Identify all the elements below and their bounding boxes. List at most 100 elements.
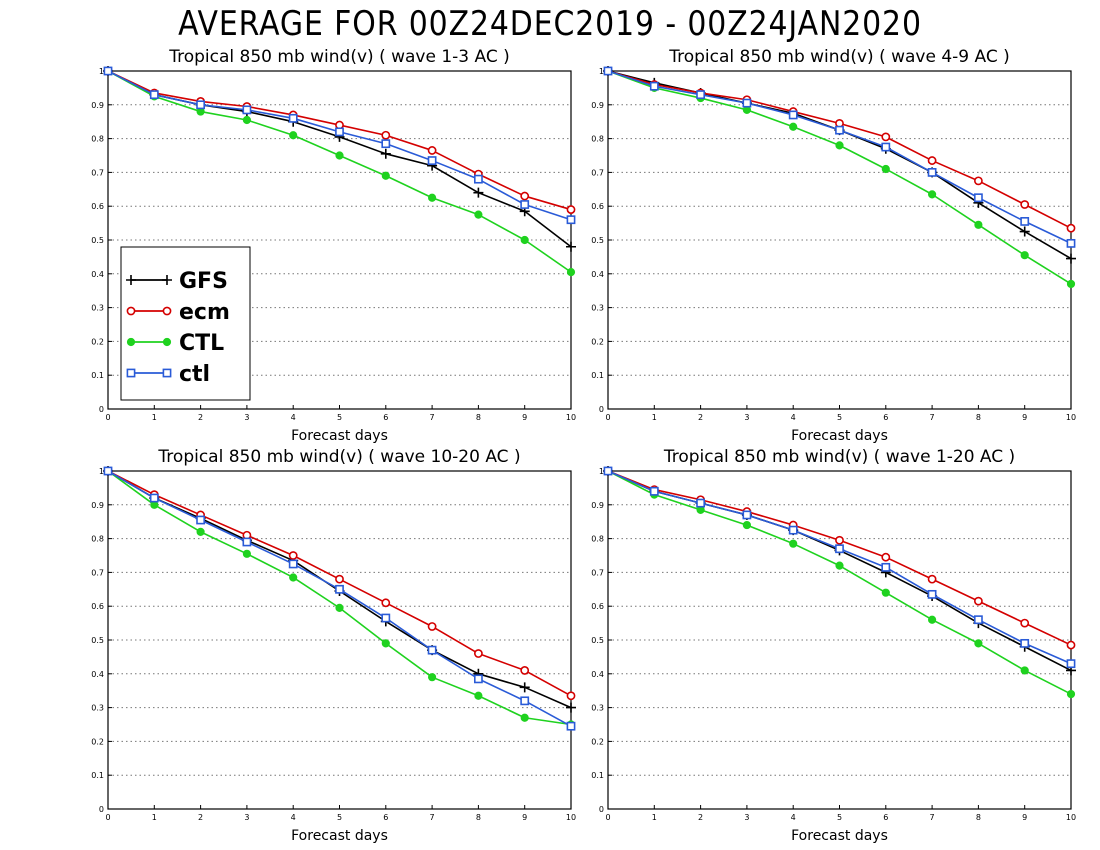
- marker-open-square: [520, 200, 530, 209]
- marker-filled-circle: [835, 141, 844, 150]
- x-tick-label: 10: [1066, 413, 1076, 422]
- marker-open-circle: [1020, 200, 1030, 209]
- x-tick-label: 3: [244, 813, 249, 822]
- marker-plus: [380, 148, 391, 159]
- y-tick-label: 0.7: [591, 168, 604, 177]
- y-tick-label: 0.4: [91, 670, 104, 679]
- x-axis-label: Forecast days: [791, 828, 888, 844]
- marker-filled-circle: [335, 603, 344, 612]
- y-tick-label: 0.8: [591, 535, 604, 544]
- marker-plus: [519, 682, 530, 693]
- marker-open-square: [742, 510, 752, 520]
- series-line: [107, 70, 572, 221]
- y-tick-label: 0.5: [591, 636, 604, 645]
- legend-box: [120, 246, 251, 401]
- figure-title: AVERAGE FOR 00Z24DEC2019 - 00Z24JAN2020: [178, 4, 922, 44]
- marker-open-square: [649, 81, 659, 91]
- marker-filled-circle: [381, 171, 390, 180]
- marker-filled-circle: [289, 573, 298, 582]
- y-tick-label: 0.7: [91, 168, 104, 177]
- y-tick-label: 0.8: [91, 135, 104, 144]
- plot-frame: [607, 470, 1072, 810]
- marker-filled-circle: [1020, 251, 1029, 260]
- marker-plus: [473, 187, 484, 198]
- chart-panel-2: Tropical 850 mb wind(v) ( wave 4-9 AC ) 0…: [591, 47, 1076, 444]
- y-tick-label: 0.1: [91, 771, 104, 780]
- y-tick-label: 0.5: [91, 236, 104, 245]
- x-tick-label: 2: [698, 413, 703, 422]
- series-line: [107, 470, 572, 727]
- chart-title: Tropical 850 mb wind(v) ( wave 1-20 AC ): [663, 447, 1015, 467]
- y-tick-label: 0.2: [91, 737, 104, 746]
- y-tick-label: 0.8: [591, 135, 604, 144]
- y-tick-label: 0.2: [591, 337, 604, 346]
- y-tick-label: 0.7: [591, 568, 604, 577]
- y-tick-label: 0.3: [591, 704, 604, 713]
- x-tick-label: 6: [883, 413, 888, 422]
- marker-filled-circle: [196, 527, 205, 536]
- x-tick-label: 2: [198, 813, 203, 822]
- x-tick-label: 9: [1022, 813, 1027, 822]
- marker-open-circle: [881, 132, 891, 142]
- marker-filled-circle: [428, 673, 437, 682]
- series-ecm: [603, 466, 1076, 650]
- marker-open-square: [381, 139, 391, 149]
- y-tick-label: 0.3: [591, 304, 604, 313]
- marker-open-square: [566, 721, 576, 731]
- marker-open-circle: [335, 574, 344, 584]
- marker-open-square: [149, 90, 159, 100]
- marker-open-circle: [381, 130, 391, 140]
- x-tick-label: 0: [105, 813, 110, 822]
- marker-filled-circle: [881, 588, 890, 597]
- y-tick-label: 1: [99, 67, 104, 76]
- x-tick-label: 5: [837, 413, 842, 422]
- plot-frame: [107, 470, 572, 810]
- marker-open-circle: [566, 205, 576, 214]
- marker-open-square: [788, 525, 798, 535]
- y-tick-label: 0.9: [591, 101, 604, 110]
- marker-open-square: [335, 127, 344, 137]
- x-tick-label: 8: [976, 413, 981, 422]
- x-tick-label: 6: [383, 813, 388, 822]
- x-tick-label: 5: [337, 813, 342, 822]
- marker-open-square: [427, 645, 437, 655]
- x-tick-label: 3: [744, 413, 749, 422]
- marker-open-square: [473, 674, 483, 684]
- marker-open-square: [973, 615, 983, 625]
- marker-plus: [126, 275, 136, 285]
- y-tick-label: 0.7: [91, 568, 104, 577]
- x-tick-label: 5: [337, 413, 342, 422]
- x-tick-label: 10: [1066, 813, 1076, 822]
- x-tick-label: 7: [930, 413, 935, 422]
- x-tick-label: 1: [152, 813, 157, 822]
- series-line: [607, 470, 1072, 672]
- x-tick-label: 4: [291, 413, 296, 422]
- marker-plus: [162, 275, 172, 285]
- y-tick-label: 0.1: [91, 371, 104, 380]
- chart-title: Tropical 850 mb wind(v) ( wave 1-3 AC ): [168, 47, 510, 67]
- marker-filled-circle: [1020, 666, 1029, 675]
- marker-filled-circle: [126, 337, 136, 347]
- y-tick-label: 0.3: [91, 704, 104, 713]
- marker-filled-circle: [566, 268, 576, 277]
- marker-open-circle: [1020, 618, 1030, 628]
- marker-open-square: [603, 466, 613, 476]
- y-tick-label: 0.1: [591, 371, 604, 380]
- series-GFS: [603, 466, 1076, 676]
- legend-item-ecm: ecm: [126, 300, 230, 325]
- marker-open-square: [381, 613, 391, 623]
- y-tick-label: 0.2: [591, 737, 604, 746]
- y-tick-label: 0.1: [591, 771, 604, 780]
- marker-filled-circle: [474, 691, 483, 700]
- marker-open-circle: [520, 191, 530, 201]
- marker-filled-circle: [789, 122, 798, 131]
- x-tick-label: 3: [244, 413, 249, 422]
- marker-filled-circle: [289, 131, 298, 140]
- marker-open-square: [335, 584, 344, 594]
- marker-open-square: [696, 90, 705, 100]
- series-ctl: [103, 66, 576, 225]
- x-tick-label: 6: [383, 413, 388, 422]
- marker-open-square: [162, 368, 172, 378]
- legend-item-ctl: ctl: [126, 362, 210, 387]
- series-line: [607, 70, 1072, 260]
